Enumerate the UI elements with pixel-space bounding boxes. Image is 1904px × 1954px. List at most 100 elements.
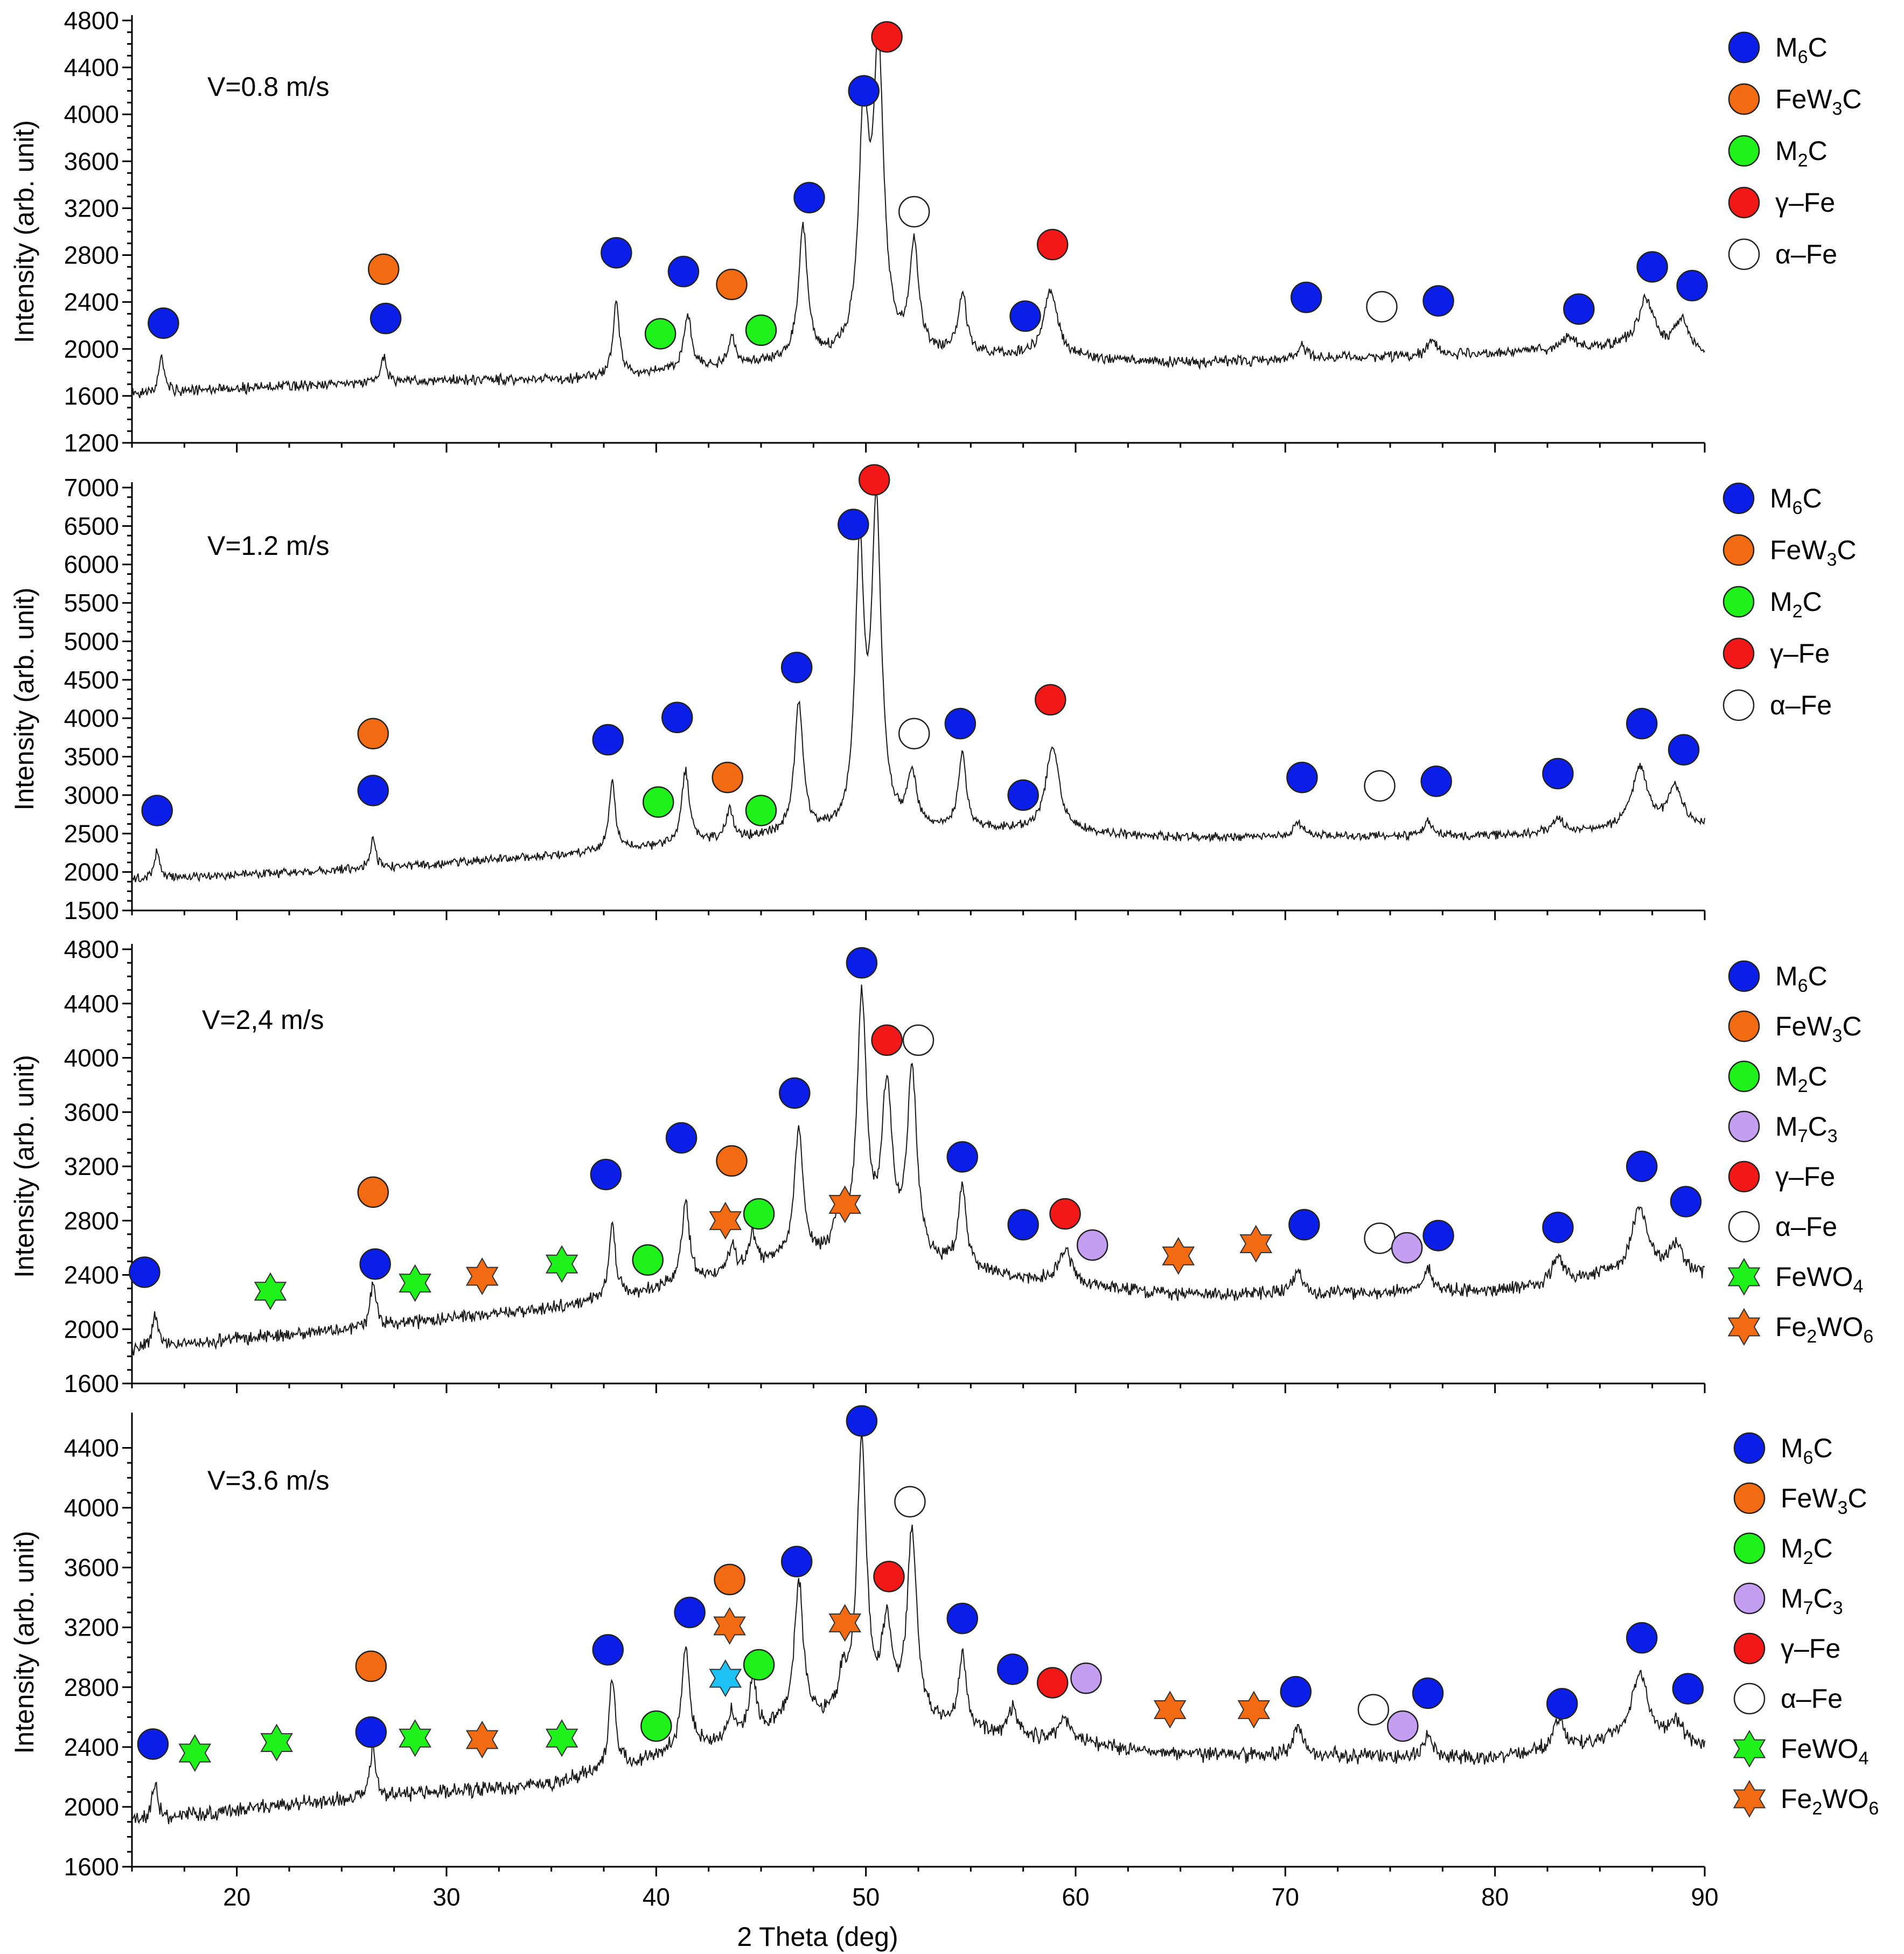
legend-item-M6C: M6C [1733,1432,1833,1468]
legend-item-FeWO4: FeWO4 [1733,1729,1868,1769]
phase-marker-alpha-Fe [898,718,930,749]
phase-marker-M6C [1542,1212,1574,1243]
legend-label: α–Fe [1775,239,1837,269]
y-tick-label: 1600 [64,382,119,410]
panel-label: V=1.2 m/s [207,531,330,561]
legend-item-alpha-Fe: α–Fe [1728,238,1837,270]
legend-label: γ–Fe [1775,187,1835,218]
phase-marker-gamma-Fe [1035,684,1066,716]
phase-marker-M6C [1007,779,1039,811]
phase-marker-M6C [944,707,977,740]
legend-label: M7C3 [1781,1583,1843,1618]
phase-marker-M6C [141,795,173,826]
x-axis-title: 2 Theta (deg) [737,1922,898,1952]
phase-marker-M6C [1563,293,1595,325]
y-tick-label: 3200 [64,194,119,222]
y-tick-label: 2800 [64,241,119,269]
y-tick-label: 4400 [64,53,119,81]
legend-label: Fe2WO6 [1775,1312,1873,1347]
phase-marker-M6C [1672,1673,1704,1705]
legend-label: γ–Fe [1770,638,1830,669]
phase-marker-M2C [743,1198,775,1230]
legend-label: FeW3C [1770,535,1857,570]
legend-label: M6C [1775,32,1828,67]
phase-marker-M6C [1546,1688,1578,1720]
diffraction-trace [131,31,1705,399]
phase-marker-alpha-Fe [1364,1222,1396,1254]
phase-marker-M6C [1626,1622,1658,1654]
legend-item-Fe2WO6: Fe2WO6 [1727,1308,1873,1347]
phase-marker-alpha-Fe [898,196,930,228]
y-tick-label: 5500 [64,589,119,617]
legend-item-M2C: M2C [1728,1060,1828,1096]
y-tick-label: 2400 [64,1733,119,1761]
legend-label: M2C [1781,1533,1833,1568]
y-tick-label: 4800 [64,935,119,963]
phase-marker-FeW3C [712,761,743,794]
legend-label: M6C [1770,483,1822,518]
legend-marker-FeW3C [1728,1010,1760,1042]
phase-marker-FeWO4 [178,1734,212,1772]
phase-marker-FeWO4 [254,1272,287,1310]
legend-marker-M7C3 [1728,1110,1760,1143]
phase-marker-Fe2WO6 [1237,1691,1271,1729]
phase-marker-Fe2WO6 [465,1720,499,1759]
y-axis-title: Intensity (arb. unit) [9,1531,39,1754]
y-tick-label: 1600 [64,1369,119,1397]
phase-marker-M2C [642,786,674,818]
phase-marker-gamma-Fe [1036,228,1069,261]
diffraction-trace [131,984,1705,1355]
legend-marker-gamma-Fe [1733,1632,1766,1665]
legend-label: FeWO4 [1781,1734,1868,1769]
y-tick-label: 2000 [64,1315,119,1343]
legend-marker-gamma-Fe [1728,186,1760,219]
legend-label: FeW3C [1775,1011,1862,1046]
phase-marker-gamma-Fe [871,1024,903,1056]
y-tick-label: 4000 [64,1044,119,1072]
legend-item-M7C3: M7C3 [1733,1582,1843,1618]
phase-marker-alpha-Fe [894,1486,926,1518]
legend-item-gamma-Fe: γ–Fe [1728,186,1835,219]
panel-label: V=2,4 m/s [202,1005,324,1035]
y-tick-label: 3500 [64,743,119,771]
phase-marker-alpha-Fe [1357,1694,1390,1726]
legend-marker-M2C [1728,135,1760,167]
phase-marker-M7C3 [1070,1662,1102,1694]
legend-marker-M6C [1722,482,1755,514]
legend-item-gamma-Fe: γ–Fe [1722,637,1830,670]
phase-marker-M6C [1007,1209,1039,1241]
phase-marker-gamma-Fe [1049,1198,1081,1230]
legend-label: M2C [1775,136,1828,171]
y-tick-label: 3600 [64,1554,119,1582]
y-tick-label: 4000 [64,100,119,128]
legend-marker-alpha-Fe [1733,1682,1766,1715]
legend-item-M6C: M6C [1728,31,1828,67]
phase-marker-M6C [946,1141,979,1173]
phase-marker-gamma-Fe [858,464,890,496]
y-tick-label: 2400 [64,288,119,316]
y-tick-label: 3600 [64,147,119,175]
y-tick-label: 2400 [64,1261,119,1289]
legend-item-FeW3C: FeW3C [1733,1482,1867,1518]
phase-marker-FeW3C [716,268,748,301]
y-tick-label: 4800 [64,6,119,34]
y-tick-label: 3000 [64,781,119,809]
legend-label: α–Fe [1770,690,1832,720]
phase-marker-M6C [665,1122,698,1154]
panel-v0.8: 1200 1600 2000 2400 2800 3200 3600 4000 4400 4800… [9,6,1862,457]
phase-marker-M2C [745,795,777,826]
panel-label: V=0.8 m/s [207,72,330,102]
phase-marker-alpha-Fe [1364,770,1396,802]
phase-marker-Fe2WO6 [1239,1225,1273,1263]
y-tick-label: 3600 [64,1098,119,1126]
legend-label: FeW3C [1781,1483,1867,1518]
legend-label: γ–Fe [1781,1633,1840,1664]
panel-label: V=3.6 m/s [207,1465,330,1496]
legend-label: FeWO4 [1775,1262,1863,1297]
legend-marker-M6C [1728,960,1760,992]
legend-item-FeW3C: FeW3C [1728,83,1862,119]
legend-marker-gamma-Fe [1722,637,1755,670]
legend-label: α–Fe [1781,1684,1843,1714]
phase-marker-M6C [674,1596,706,1629]
